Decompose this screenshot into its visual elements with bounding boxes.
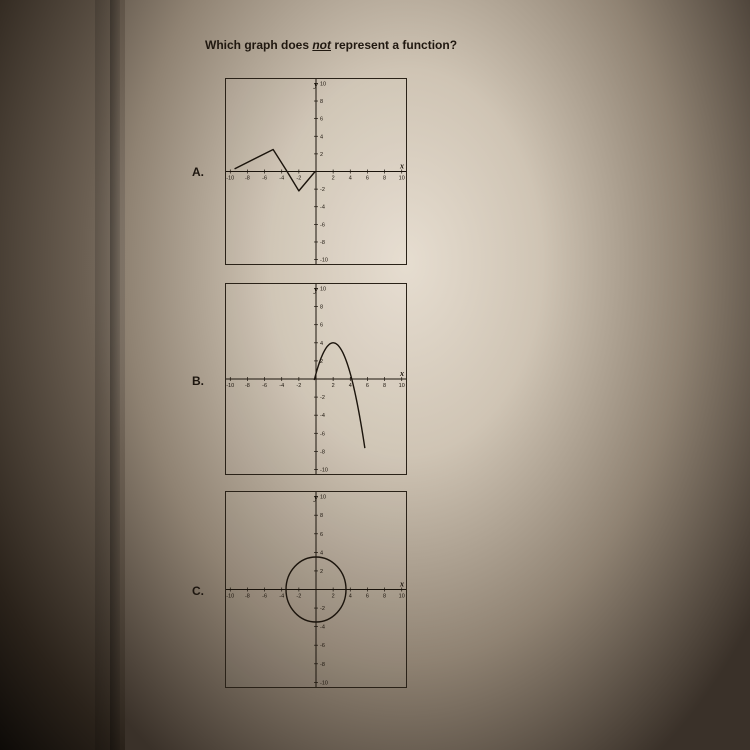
svg-text:-10: -10 [320, 680, 328, 686]
svg-text:2: 2 [332, 383, 335, 389]
graph-a-svg: -2-2-4-4-6-6-8-8-10-10224466881010yx [226, 79, 406, 264]
graph-panel-c: -2-2-4-4-6-6-8-8-10-10224466881010yx [225, 491, 407, 688]
svg-text:-6: -6 [320, 643, 325, 649]
svg-text:-2: -2 [296, 176, 301, 182]
svg-text:-4: -4 [320, 413, 325, 419]
svg-text:8: 8 [383, 383, 386, 389]
svg-text:-2: -2 [296, 383, 301, 389]
svg-text:-8: -8 [320, 240, 325, 246]
question-suffix: represent a function? [331, 38, 457, 52]
svg-text:8: 8 [320, 513, 323, 519]
svg-text:-8: -8 [320, 449, 325, 455]
svg-text:4: 4 [349, 594, 352, 600]
graph-panel-a: -2-2-4-4-6-6-8-8-10-10224466881010yx [225, 78, 407, 265]
svg-text:-10: -10 [226, 594, 234, 600]
svg-text:-10: -10 [226, 383, 234, 389]
svg-text:8: 8 [320, 305, 323, 311]
svg-text:4: 4 [349, 176, 352, 182]
page-fold [95, 0, 110, 750]
graph-panel-b: -2-2-4-4-6-6-8-8-10-10224466881010yx [225, 283, 407, 475]
svg-text:-4: -4 [320, 205, 325, 211]
svg-text:y: y [313, 493, 318, 502]
svg-text:4: 4 [320, 550, 323, 556]
graph-b-svg: -2-2-4-4-6-6-8-8-10-10224466881010yx [226, 284, 406, 474]
svg-text:-2: -2 [296, 594, 301, 600]
svg-text:-8: -8 [245, 383, 250, 389]
svg-text:10: 10 [320, 81, 326, 87]
svg-text:2: 2 [320, 569, 323, 575]
svg-text:8: 8 [383, 176, 386, 182]
svg-text:10: 10 [399, 594, 405, 600]
svg-text:10: 10 [320, 287, 326, 293]
svg-text:6: 6 [366, 176, 369, 182]
svg-text:6: 6 [320, 532, 323, 538]
page-binding [110, 0, 120, 750]
svg-text:x: x [399, 162, 404, 171]
svg-text:2: 2 [320, 152, 323, 158]
svg-text:-8: -8 [320, 662, 325, 668]
question-text: Which graph does not represent a functio… [205, 38, 457, 52]
svg-text:-4: -4 [320, 625, 325, 631]
choice-label-c: C. [192, 584, 204, 598]
svg-text:x: x [399, 369, 404, 378]
svg-text:8: 8 [320, 99, 323, 105]
svg-text:-4: -4 [279, 594, 284, 600]
choice-label-b: B. [192, 374, 204, 388]
svg-text:y: y [313, 285, 318, 294]
svg-text:-10: -10 [320, 467, 328, 473]
svg-text:-6: -6 [262, 176, 267, 182]
svg-text:-6: -6 [262, 383, 267, 389]
svg-text:x: x [399, 580, 404, 589]
svg-text:6: 6 [320, 117, 323, 123]
svg-text:-2: -2 [320, 395, 325, 401]
svg-text:6: 6 [320, 323, 323, 329]
svg-text:2: 2 [332, 594, 335, 600]
svg-text:6: 6 [366, 594, 369, 600]
svg-text:2: 2 [332, 176, 335, 182]
svg-text:-2: -2 [320, 606, 325, 612]
svg-text:-2: -2 [320, 187, 325, 193]
svg-text:-4: -4 [279, 176, 284, 182]
svg-text:y: y [313, 80, 318, 89]
svg-text:10: 10 [399, 383, 405, 389]
svg-text:-6: -6 [262, 594, 267, 600]
svg-text:8: 8 [383, 594, 386, 600]
svg-text:-8: -8 [245, 594, 250, 600]
question-prefix: Which graph does [205, 38, 312, 52]
choice-label-a: A. [192, 165, 204, 179]
svg-text:-4: -4 [279, 383, 284, 389]
svg-text:-6: -6 [320, 431, 325, 437]
svg-text:4: 4 [320, 341, 323, 347]
svg-text:-6: -6 [320, 222, 325, 228]
graph-c-svg: -2-2-4-4-6-6-8-8-10-10224466881010yx [226, 492, 406, 687]
svg-text:10: 10 [399, 176, 405, 182]
paper-surface [125, 0, 750, 750]
svg-text:6: 6 [366, 383, 369, 389]
svg-text:-8: -8 [245, 176, 250, 182]
question-emphasis: not [312, 38, 331, 52]
svg-text:4: 4 [349, 383, 352, 389]
svg-text:4: 4 [320, 134, 323, 140]
svg-text:-10: -10 [320, 258, 328, 264]
svg-text:-10: -10 [226, 176, 234, 182]
svg-text:10: 10 [320, 495, 326, 501]
